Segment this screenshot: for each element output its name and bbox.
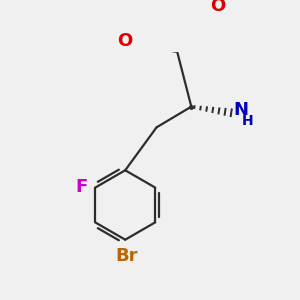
- Text: Br: Br: [116, 247, 138, 265]
- Text: N: N: [233, 101, 248, 119]
- Text: H: H: [242, 114, 253, 128]
- Text: O: O: [118, 32, 133, 50]
- Text: O: O: [210, 0, 225, 15]
- Text: F: F: [76, 178, 88, 196]
